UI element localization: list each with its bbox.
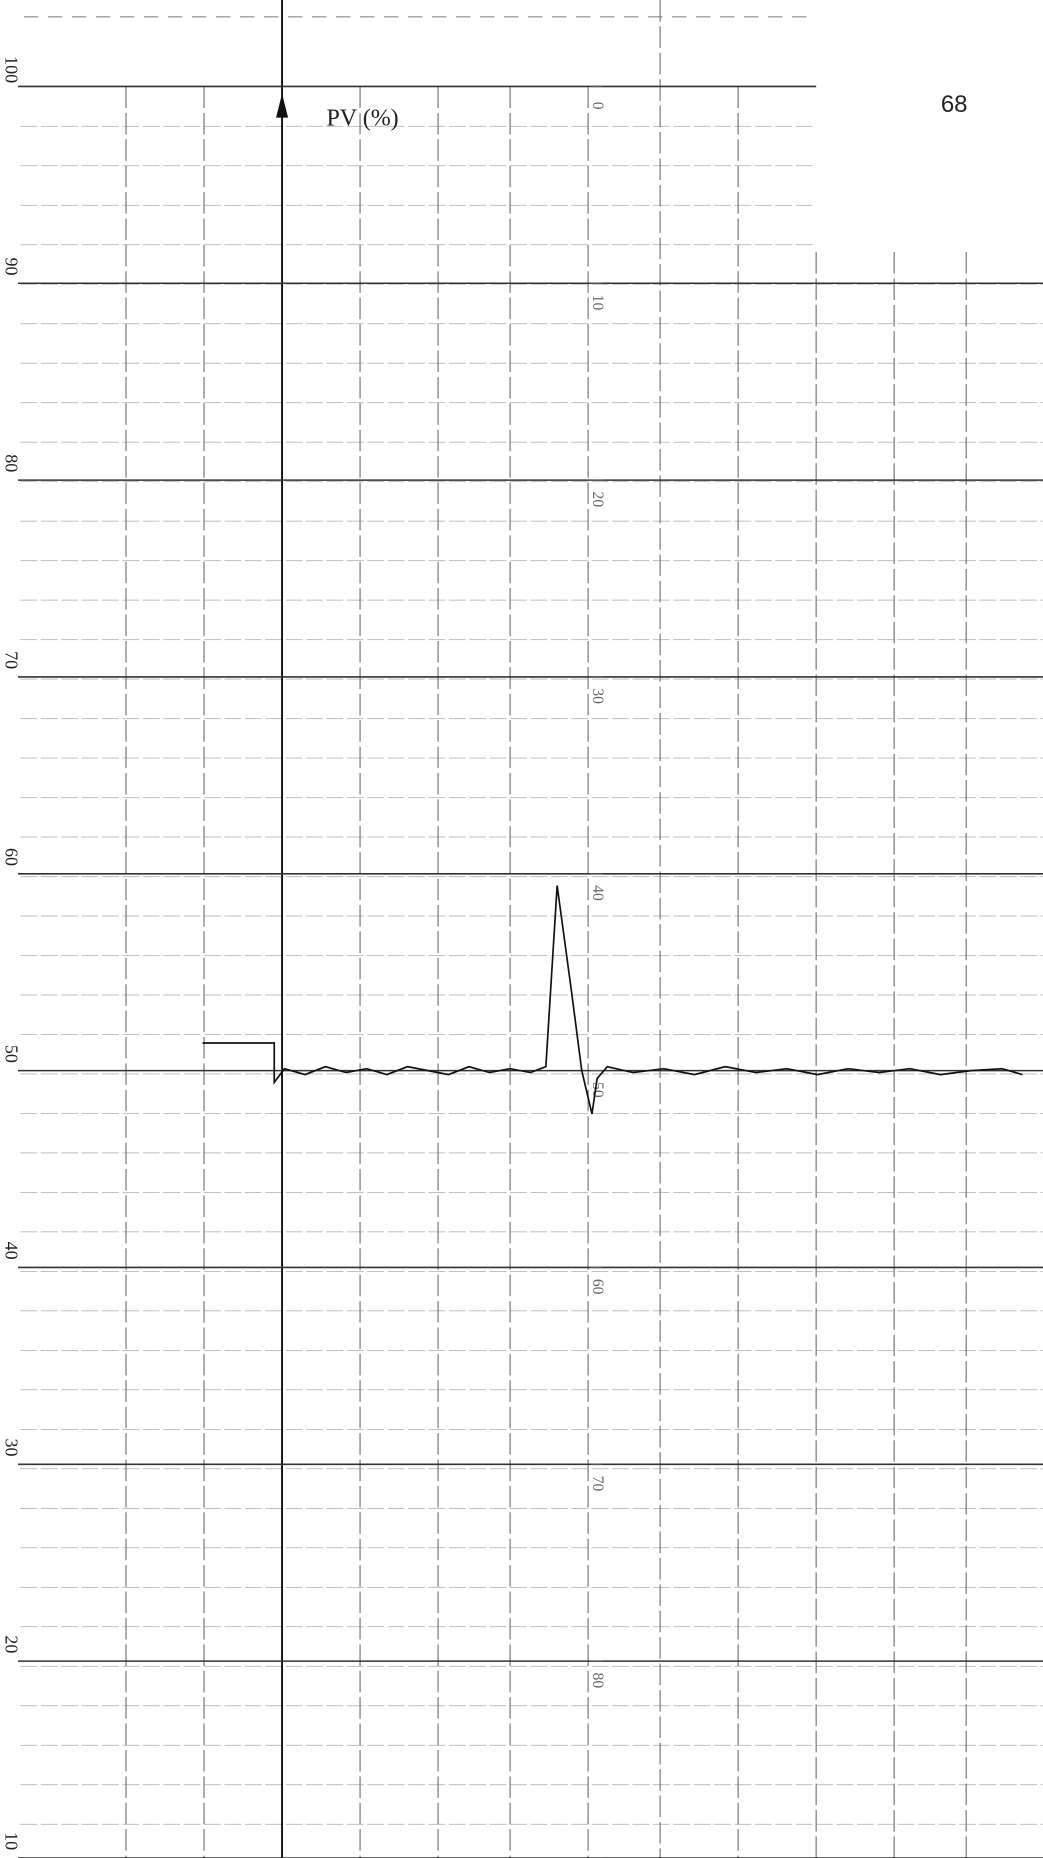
y-tick-label: 100 [1, 56, 21, 83]
y2-tick-label: 80 [589, 1673, 606, 1689]
y-tick-label: 80 [1, 454, 21, 472]
y2-tick-label: 20 [589, 492, 606, 508]
y-tick-label: 10 [1, 1832, 21, 1850]
y-tick-label: 60 [1, 848, 21, 866]
y-tick-label: 90 [1, 257, 21, 275]
y-tick-label: 40 [1, 1242, 21, 1260]
y2-tick-label: 60 [589, 1279, 606, 1295]
minor-grid [816, 252, 1043, 1858]
y2-tick-label: 40 [589, 885, 606, 901]
vertical-grid [125, 0, 967, 1858]
y2-tick-label: 10 [589, 295, 606, 311]
page-number: 68 [941, 91, 968, 118]
y-tick-label: 70 [1, 651, 21, 669]
minor-grid [18, 86, 817, 1858]
y2-tick-label: 0 [589, 102, 606, 110]
y-tick-label: 50 [1, 1045, 21, 1063]
y-tick-label: 20 [1, 1635, 21, 1653]
arrow [276, 93, 289, 118]
axis-label: PV (%) [326, 106, 398, 132]
y2-tick-label: 30 [589, 688, 606, 704]
y-tick-label: 30 [1, 1438, 21, 1456]
y2-tick-label: 50 [589, 1082, 606, 1098]
y2-tick-label: 70 [589, 1476, 606, 1492]
pv-trace [202, 885, 1023, 1115]
